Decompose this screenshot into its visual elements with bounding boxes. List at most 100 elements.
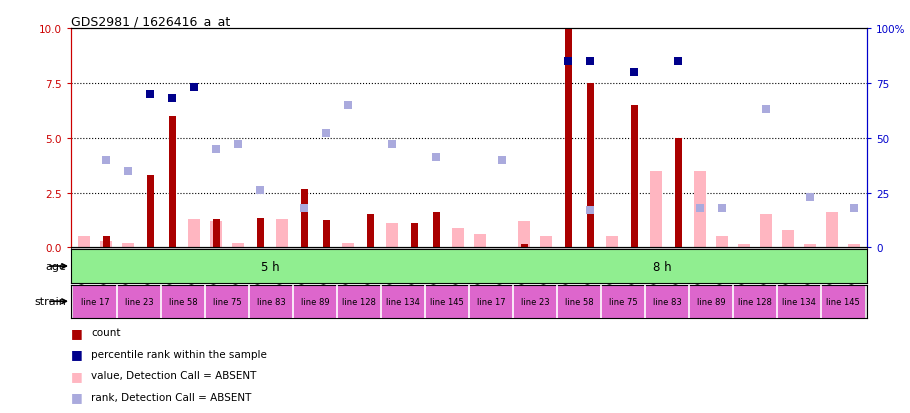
Bar (300, 190, 308, 248)
Bar (168, 116, 176, 248)
Bar (210, 221, 222, 248)
Text: line 134: line 134 (386, 297, 420, 306)
Bar (587, 83, 593, 248)
Text: GSM225309: GSM225309 (366, 248, 375, 299)
Text: ■: ■ (71, 390, 83, 404)
Bar (276, 219, 288, 248)
Bar (782, 230, 794, 248)
Bar (689, 285, 733, 318)
Text: GSM225317: GSM225317 (388, 248, 397, 299)
Bar (381, 285, 425, 318)
Text: line 134: line 134 (782, 297, 816, 306)
Bar (470, 250, 867, 283)
Text: GSM225322: GSM225322 (476, 248, 485, 299)
Bar (631, 106, 638, 248)
Bar (826, 213, 838, 248)
Bar (100, 241, 112, 248)
Bar (73, 285, 117, 318)
Bar (606, 237, 618, 248)
Text: 5 h: 5 h (261, 260, 279, 273)
Text: value, Detection Call = ABSENT: value, Detection Call = ABSENT (91, 370, 257, 380)
Text: GSM225299: GSM225299 (256, 248, 265, 298)
Bar (821, 285, 865, 318)
Text: GSM225338: GSM225338 (827, 248, 836, 299)
Bar (645, 285, 689, 318)
Bar (257, 218, 264, 248)
Text: GSM225332: GSM225332 (695, 248, 704, 299)
Text: line 17: line 17 (477, 297, 505, 306)
Bar (293, 285, 337, 318)
Text: count: count (91, 328, 120, 337)
Bar (474, 235, 486, 248)
Text: GSM225296: GSM225296 (212, 248, 220, 299)
Text: line 23: line 23 (521, 297, 550, 306)
Bar (147, 176, 154, 248)
Text: line 58: line 58 (565, 297, 593, 306)
Text: GSM225302: GSM225302 (278, 248, 287, 299)
Text: GSM225286: GSM225286 (102, 248, 111, 299)
Bar (694, 171, 706, 248)
Bar (103, 237, 110, 248)
Text: GSM225326: GSM225326 (563, 248, 572, 299)
Bar (213, 219, 219, 248)
Bar (557, 285, 602, 318)
Bar (650, 171, 662, 248)
Text: GSM225304: GSM225304 (299, 248, 308, 299)
Bar (521, 244, 528, 248)
Text: GSM225334: GSM225334 (740, 248, 749, 299)
Text: GSM225327: GSM225327 (585, 248, 594, 299)
Bar (432, 213, 440, 248)
Text: ■: ■ (71, 326, 83, 339)
Text: line 128: line 128 (342, 297, 376, 306)
Bar (738, 244, 750, 248)
Bar (674, 138, 682, 248)
Bar (564, 29, 571, 248)
Bar (804, 244, 816, 248)
Text: line 83: line 83 (257, 297, 286, 306)
Bar (161, 285, 205, 318)
Text: line 23: line 23 (125, 297, 154, 306)
Bar (760, 215, 772, 248)
Text: GSM225337: GSM225337 (805, 248, 814, 299)
Text: line 145: line 145 (430, 297, 464, 306)
Text: GSM225335: GSM225335 (762, 248, 771, 299)
Text: GSM225330: GSM225330 (652, 248, 661, 299)
Text: GSM225318: GSM225318 (410, 248, 419, 299)
Text: line 89: line 89 (697, 297, 725, 306)
Text: GSM225288: GSM225288 (124, 248, 133, 299)
Bar (122, 243, 134, 248)
Text: GSM225306: GSM225306 (321, 248, 330, 299)
Text: strain: strain (35, 297, 66, 306)
Text: line 145: line 145 (826, 297, 860, 306)
Text: GSM225323: GSM225323 (498, 248, 507, 299)
Bar (848, 244, 860, 248)
Bar (323, 221, 329, 248)
Text: GSM225283: GSM225283 (80, 248, 88, 299)
Bar (117, 285, 161, 318)
Bar (386, 224, 399, 248)
Bar (337, 285, 381, 318)
Text: GSM225319: GSM225319 (431, 248, 440, 299)
Bar (452, 228, 464, 248)
Bar (602, 285, 645, 318)
Text: GSM225298: GSM225298 (234, 248, 243, 299)
Text: GSM225333: GSM225333 (718, 248, 726, 299)
Bar (342, 243, 354, 248)
Bar (78, 237, 90, 248)
Text: percentile rank within the sample: percentile rank within the sample (91, 349, 267, 359)
Text: ■: ■ (71, 369, 83, 382)
Bar (249, 285, 293, 318)
Text: line 83: line 83 (652, 297, 682, 306)
Bar (733, 285, 777, 318)
Bar (205, 285, 249, 318)
Text: line 75: line 75 (609, 297, 637, 306)
Text: 8 h: 8 h (653, 260, 672, 273)
Text: GSM225329: GSM225329 (630, 248, 639, 299)
Text: ■: ■ (71, 347, 83, 361)
Text: GSM225336: GSM225336 (784, 248, 793, 299)
Bar (540, 237, 552, 248)
Text: GSM225339: GSM225339 (850, 248, 858, 299)
Text: GSM225320: GSM225320 (453, 248, 462, 299)
Text: GSM225307: GSM225307 (344, 248, 353, 299)
Text: GDS2981 / 1626416_a_at: GDS2981 / 1626416_a_at (71, 15, 230, 28)
